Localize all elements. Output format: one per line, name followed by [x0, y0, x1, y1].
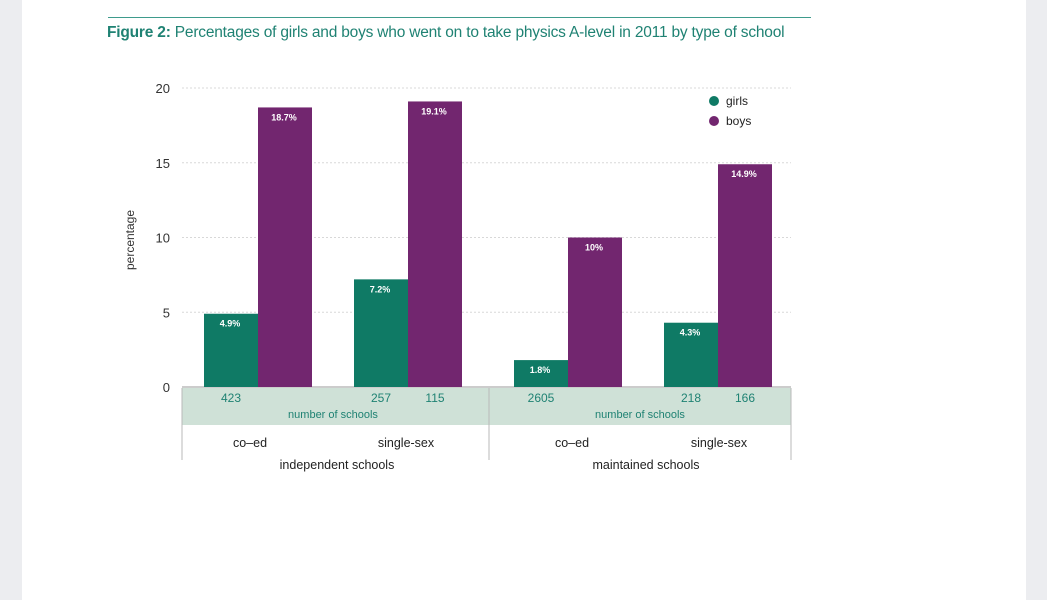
- category-label: single-sex: [378, 436, 435, 450]
- school-count: 115: [425, 391, 444, 405]
- girls-bar: [204, 313, 258, 387]
- girls-bar: [514, 360, 568, 387]
- school-count: 166: [735, 391, 755, 405]
- y-tick-label: 10: [156, 231, 170, 246]
- y-tick-label: 5: [163, 305, 170, 320]
- girls-data-label: 1.8%: [530, 365, 551, 375]
- y-tick-label: 15: [156, 156, 170, 171]
- school-count: 218: [681, 391, 701, 405]
- boys-bar: [568, 237, 622, 387]
- category-label: co–ed: [233, 436, 267, 450]
- y-tick-label: 20: [156, 81, 170, 96]
- legend-label-boys: boys: [726, 114, 751, 128]
- group-label: maintained schools: [592, 458, 699, 472]
- boys-data-label: 19.1%: [421, 106, 447, 116]
- legend-marker-boys: [709, 116, 719, 126]
- boys-bar: [718, 164, 772, 387]
- girls-data-label: 7.2%: [370, 284, 391, 294]
- school-count: 257: [371, 391, 391, 405]
- y-tick-label: 0: [163, 380, 170, 395]
- legend-label-girls: girls: [726, 94, 748, 108]
- boys-bar: [408, 101, 462, 387]
- figure-caption: Percentages of girls and boys who went o…: [174, 24, 785, 41]
- page: [22, 0, 1026, 600]
- girls-bar: [354, 279, 408, 387]
- boys-data-label: 14.9%: [731, 169, 757, 179]
- girls-data-label: 4.9%: [220, 319, 241, 329]
- category-label: single-sex: [691, 436, 748, 450]
- school-count: 2605: [528, 391, 555, 405]
- legend-marker-girls: [709, 96, 719, 106]
- y-axis-label: percentage: [123, 210, 137, 270]
- number-of-schools-label: number of schools: [595, 409, 685, 421]
- school-count-band: [182, 388, 791, 425]
- number-of-schools-label: number of schools: [288, 409, 378, 421]
- figure-title: Figure 2: Percentages of girls and boys …: [107, 24, 785, 42]
- girls-data-label: 4.3%: [680, 328, 701, 338]
- category-label: co–ed: [555, 436, 589, 450]
- boys-data-label: 10%: [585, 243, 603, 253]
- boys-data-label: 18.7%: [271, 112, 297, 122]
- girls-bar: [664, 322, 718, 387]
- figure-label: Figure 2:: [107, 24, 171, 41]
- boys-bar: [258, 107, 312, 387]
- title-rule: [108, 17, 811, 18]
- school-count: 423: [221, 391, 241, 405]
- group-label: independent schools: [280, 458, 395, 472]
